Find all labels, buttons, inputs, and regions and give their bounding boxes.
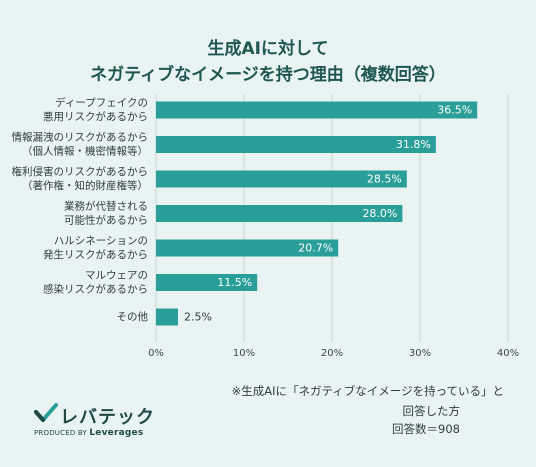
category-label: （個人情報・機密情報等）	[22, 145, 148, 158]
data-label: 11.5%	[217, 276, 252, 289]
x-tick-label: 0%	[148, 348, 164, 359]
note-line1: ※生成AIに「ネガティブなイメージを持っている」と	[231, 384, 504, 398]
category-label: その他	[117, 310, 149, 323]
chart-title-line2: ネガティブなイメージを持つ理由（複数回答）	[90, 65, 446, 85]
logo-produced-label: PRODUCED BY	[34, 429, 87, 437]
x-tick-label: 20%	[321, 348, 343, 359]
chart-title-line1: 生成AIに対して	[207, 39, 329, 59]
data-label: 31.8%	[396, 138, 431, 151]
category-label: 情報漏洩のリスクがあるから	[12, 131, 149, 144]
bar	[156, 308, 178, 326]
data-label: 28.5%	[367, 173, 402, 186]
category-label: 業務が代替される	[64, 200, 148, 213]
category-label: 発生リスクがあるから	[43, 248, 148, 261]
category-label: 可能性があるから	[64, 214, 148, 227]
logo-company: Leverages	[89, 428, 144, 438]
category-label: ハルシネーションの	[54, 235, 148, 247]
category-label: 権利侵害のリスクがあるから	[12, 165, 149, 178]
bar	[156, 205, 403, 222]
category-label: 感染リスクがあるから	[43, 283, 148, 296]
logo-produced-by: PRODUCED BY Leverages	[34, 428, 143, 438]
data-label: 2.5%	[184, 311, 212, 324]
bar	[156, 136, 436, 153]
data-label: 28.0%	[362, 207, 397, 220]
x-tick-label: 30%	[409, 348, 431, 359]
x-tick-label: 10%	[233, 348, 255, 359]
bar	[156, 170, 407, 188]
data-label: 36.5%	[437, 104, 472, 117]
category-label: ディープフェイクの	[55, 96, 148, 109]
bar	[156, 274, 258, 291]
checkmark-logo-icon	[34, 403, 58, 422]
bar	[156, 239, 339, 257]
note-line2: 回答した方	[402, 404, 461, 418]
x-tick-label: 40%	[497, 348, 519, 359]
bar	[156, 101, 478, 119]
category-label: 悪用リスクがあるから	[43, 110, 148, 123]
levtech-logo: レバテック PRODUCED BY Leverages	[34, 402, 154, 442]
logo-name: レバテック	[60, 407, 155, 428]
category-label: マルウェアの	[85, 270, 148, 282]
category-label: （著作権・知的財産権等）	[22, 179, 148, 192]
note-line3: 回答数＝908	[392, 422, 460, 436]
data-label: 20.7%	[298, 242, 333, 255]
